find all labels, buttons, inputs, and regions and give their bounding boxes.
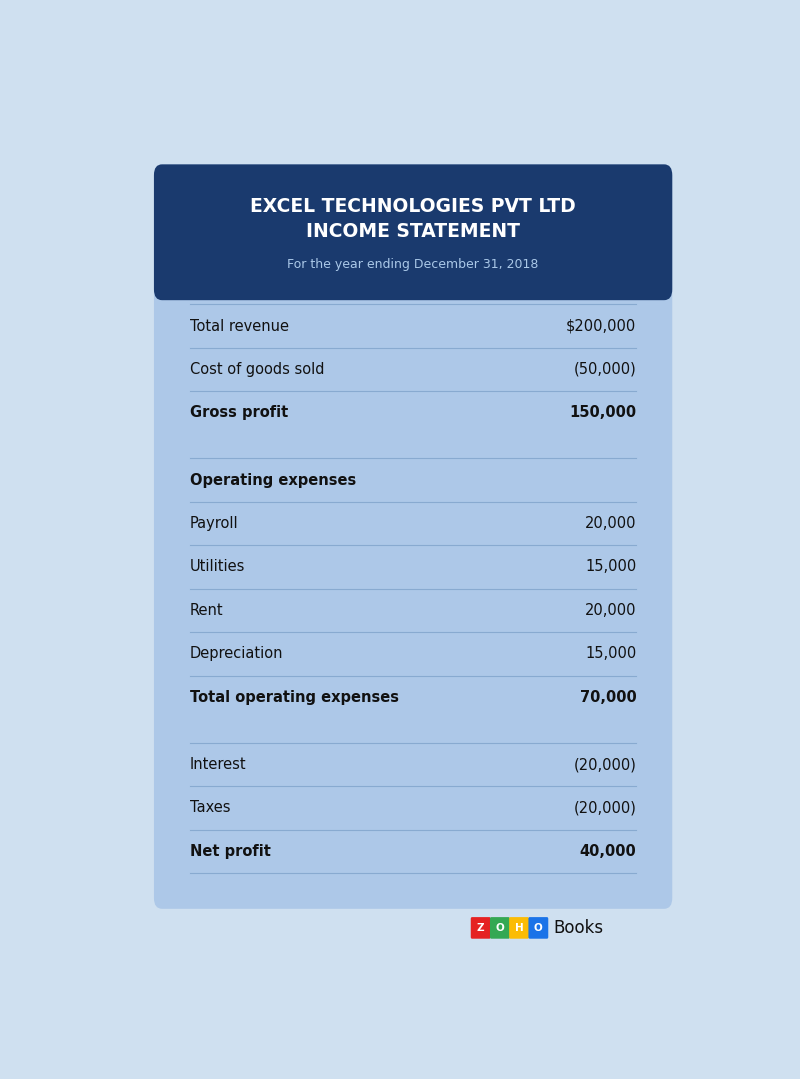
Text: O: O <box>534 923 542 933</box>
Text: For the year ending December 31, 2018: For the year ending December 31, 2018 <box>287 258 538 271</box>
Text: (50,000): (50,000) <box>574 361 636 377</box>
Bar <box>162 255 664 289</box>
Text: Operating expenses: Operating expenses <box>190 473 356 488</box>
FancyBboxPatch shape <box>490 917 510 939</box>
Text: H: H <box>514 923 523 933</box>
FancyBboxPatch shape <box>154 164 672 909</box>
Text: 20,000: 20,000 <box>585 603 636 618</box>
FancyBboxPatch shape <box>509 917 529 939</box>
Text: Cost of goods sold: Cost of goods sold <box>190 361 325 377</box>
Text: 15,000: 15,000 <box>585 646 636 661</box>
Text: Books: Books <box>554 919 604 937</box>
Text: Taxes: Taxes <box>190 801 230 816</box>
Text: (20,000): (20,000) <box>574 757 636 773</box>
Text: Total operating expenses: Total operating expenses <box>190 689 399 705</box>
Text: EXCEL TECHNOLOGIES PVT LTD: EXCEL TECHNOLOGIES PVT LTD <box>250 196 576 216</box>
Text: Total revenue: Total revenue <box>190 318 289 333</box>
Text: Rent: Rent <box>190 603 223 618</box>
Text: 40,000: 40,000 <box>579 844 636 859</box>
Text: Z: Z <box>477 923 485 933</box>
Text: (20,000): (20,000) <box>574 801 636 816</box>
Text: Interest: Interest <box>190 757 246 773</box>
Text: Depreciation: Depreciation <box>190 646 283 661</box>
Text: Utilities: Utilities <box>190 560 246 574</box>
Text: 150,000: 150,000 <box>569 406 636 421</box>
Text: 15,000: 15,000 <box>585 560 636 574</box>
Text: $200,000: $200,000 <box>566 318 636 333</box>
Text: O: O <box>495 923 504 933</box>
Text: Payroll: Payroll <box>190 516 238 531</box>
Text: 70,000: 70,000 <box>579 689 636 705</box>
Text: INCOME STATEMENT: INCOME STATEMENT <box>306 221 520 241</box>
FancyBboxPatch shape <box>529 917 548 939</box>
Text: Net profit: Net profit <box>190 844 270 859</box>
FancyBboxPatch shape <box>470 917 490 939</box>
FancyBboxPatch shape <box>154 164 672 300</box>
Text: 20,000: 20,000 <box>585 516 636 531</box>
Text: Gross profit: Gross profit <box>190 406 288 421</box>
